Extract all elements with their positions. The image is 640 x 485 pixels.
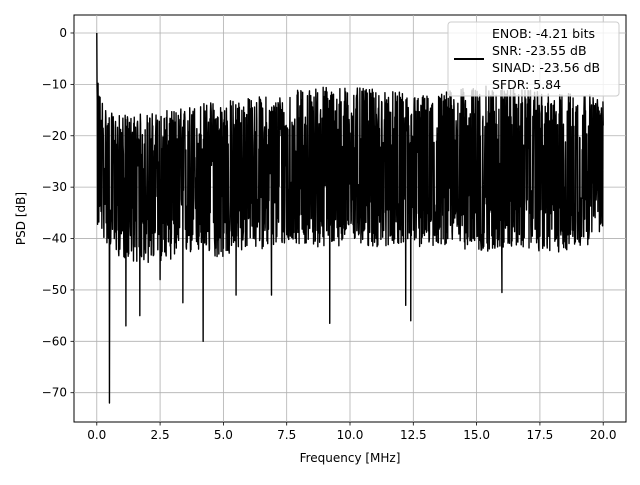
legend-entry-snr: SNR: -23.55 dB [492,43,587,58]
y-tick-label: 0 [59,26,67,40]
legend-box [447,21,620,97]
legend-entry-sfdr: SFDR: 5.84 [492,77,561,92]
y-tick-label: −20 [42,129,67,143]
legend-entry-sinad: SINAD: -23.56 dB [492,60,600,75]
x-tick-label: 20.0 [590,428,617,442]
x-tick-label: 15.0 [463,428,490,442]
x-tick-label: 17.5 [527,428,554,442]
psd-trace [96,32,604,404]
y-axis-ticks: 0 −10 −20 −30 −40 −50 −60 −70 [42,26,74,400]
x-axis-label: Frequency [MHz] [300,451,401,465]
x-tick-label: 12.5 [400,428,427,442]
legend: ENOB: -4.21 bits SNR: -23.55 dB SINAD: -… [447,21,620,97]
x-tick-label: 10.0 [337,428,364,442]
x-tick-label: 2.5 [151,428,170,442]
y-tick-label: −10 [42,77,67,91]
y-tick-label: −40 [42,232,67,246]
x-tick-label: 0.0 [87,428,106,442]
x-tick-label: 7.5 [277,428,296,442]
x-axis-ticks: 0.0 2.5 5.0 7.5 10.0 12.5 15.0 17.5 20.0 [87,422,617,442]
y-tick-label: −70 [42,386,67,400]
x-tick-label: 5.0 [214,428,233,442]
y-tick-label: −60 [42,334,67,348]
y-tick-label: −50 [42,283,67,297]
y-tick-label: −30 [42,180,67,194]
psd-trace-group [96,32,604,404]
y-axis-label: PSD [dB] [14,192,28,245]
legend-entry-enob: ENOB: -4.21 bits [492,26,595,41]
